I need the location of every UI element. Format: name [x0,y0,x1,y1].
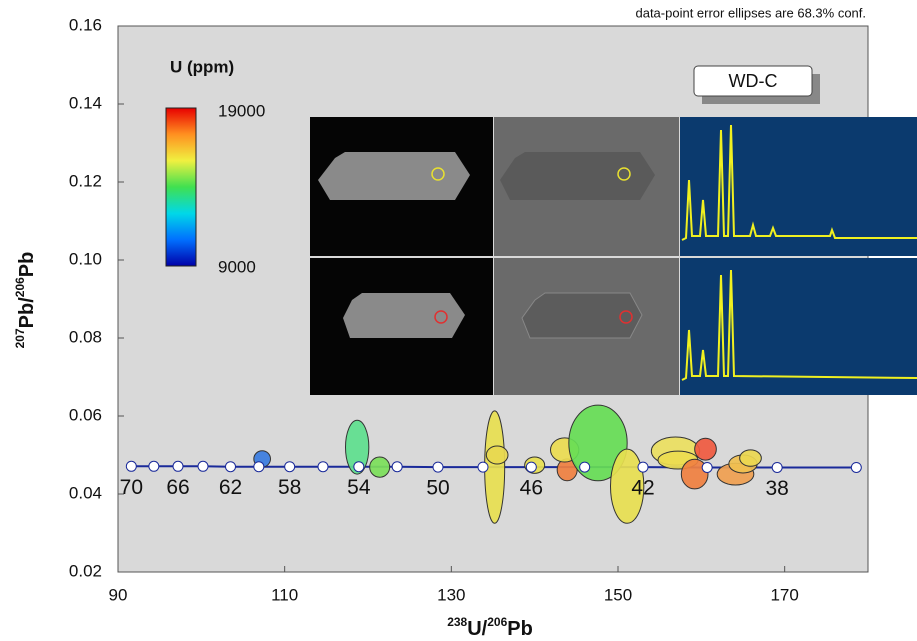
y-tick-label: 0.16 [69,15,102,34]
colorbar [166,108,196,266]
age-marker [478,462,488,472]
age-label: 46 [520,477,543,500]
age-label: 70 [120,476,143,499]
y-axis-label: 207Pb/206Pb [13,252,38,349]
age-marker [772,462,782,472]
x-tick-label: 150 [604,585,632,604]
age-marker [638,462,648,472]
age-marker [254,462,264,472]
error-ellipse [370,457,390,477]
error-ellipse [486,446,508,464]
age-label: 66 [166,476,189,499]
inset-images [310,117,917,395]
spectrum [680,258,917,395]
age-label: 38 [765,477,788,500]
ylabel-part: 206 [13,277,27,297]
zircon [522,293,642,338]
age-marker [580,462,590,472]
error-ellipse [740,450,762,466]
age-marker [285,462,295,472]
y-tick-label: 0.12 [69,171,102,190]
y-tick-label: 0.14 [69,93,102,112]
xlabel-part: U/ [467,618,487,640]
age-marker [149,461,159,471]
sample-label: WD-C [729,71,778,91]
zircon [318,152,470,200]
xlabel-part: 206 [487,615,507,629]
age-marker [433,462,443,472]
y-tick-label: 0.08 [69,327,102,346]
chart: data-point error ellipses are 68.3% conf… [0,0,917,641]
age-label: 50 [426,477,449,500]
x-tick-label: 130 [437,585,465,604]
age-marker [173,461,183,471]
ylabel-part: Pb [16,252,38,278]
y-tick-label: 0.10 [69,249,102,268]
age-label: 54 [347,476,371,499]
age-marker [354,462,364,472]
error-ellipse [695,438,717,460]
age-label: 58 [278,476,301,499]
ylabel-part: Pb/ [16,297,38,329]
age-marker [851,462,861,472]
colorbar-max: 19000 [218,101,265,120]
colorbar-min: 9000 [218,257,256,276]
colorbar-title: U (ppm) [170,57,234,76]
age-label: 42 [631,477,654,500]
age-marker [526,462,536,472]
x-tick-label: 110 [271,585,298,604]
age-label: 62 [219,476,242,499]
x-tick-label: 90 [109,585,128,604]
y-tick-label: 0.04 [69,483,102,502]
age-marker [198,461,208,471]
age-marker [226,462,236,472]
ylabel-part: 207 [13,328,27,348]
zircon [500,152,655,200]
y-tick-label: 0.06 [69,405,102,424]
x-axis-label: 238U/206Pb [447,615,533,640]
annotation: data-point error ellipses are 68.3% conf… [635,5,866,20]
age-marker [318,462,328,472]
x-tick-label: 170 [770,585,798,604]
xlabel-part: 238 [447,615,467,629]
xlabel-part: Pb [507,618,533,640]
age-marker [126,461,136,471]
age-marker [392,462,402,472]
age-marker [702,462,712,472]
y-tick-label: 0.02 [69,561,102,580]
page: {"chart_data": {"type": "concordia-ellip… [0,0,917,641]
